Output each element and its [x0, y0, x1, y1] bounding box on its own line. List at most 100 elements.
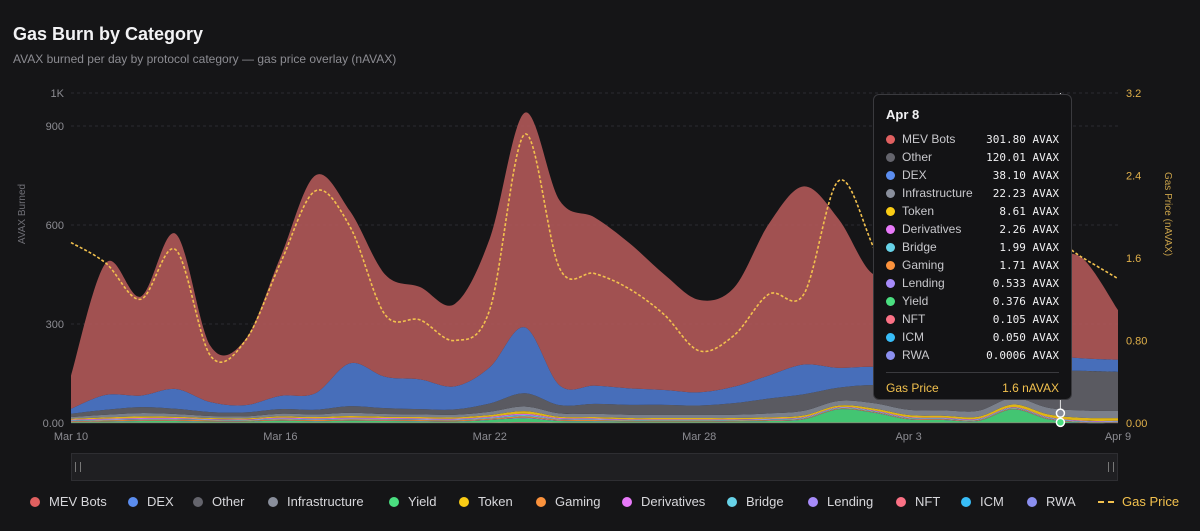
area-derivatives[interactable] [71, 406, 1118, 422]
legend-label: Gas Price [1122, 494, 1180, 509]
tooltip-series-value: 0.105 AVAX [992, 312, 1059, 326]
legend-label: NFT [915, 494, 941, 509]
legend-swatch [1098, 500, 1114, 503]
legend-label: Token [478, 494, 513, 509]
area-infrastructure[interactable] [71, 397, 1118, 419]
tooltip-series-name: Token [902, 204, 935, 218]
tooltip-row: Derivatives 2.26 AVAX [886, 220, 1059, 238]
tooltip-gas-value: 1.6 nAVAX [1002, 381, 1059, 395]
chart-subtitle: AVAX burned per day by protocol category… [13, 52, 397, 66]
legend-item-mev-bots[interactable]: MEV Bots [30, 494, 107, 509]
tooltip-series-value: 2.26 AVAX [999, 222, 1059, 236]
tooltip-series-name: Gaming [902, 258, 945, 272]
legend-item-bridge[interactable]: Bridge [727, 494, 784, 509]
legend-swatch [896, 496, 906, 507]
tooltip-series-value: 0.376 AVAX [992, 294, 1059, 308]
tooltip-series-name: Bridge [902, 240, 937, 254]
tooltip-row: DEX 38.10 AVAX [886, 166, 1059, 184]
legend-item-lending[interactable]: Lending [808, 494, 873, 509]
tooltip-gas-label: Gas Price [886, 381, 939, 395]
legend-item-dex[interactable]: DEX [128, 494, 174, 509]
x-tick-label: Mar 16 [263, 431, 297, 443]
legend-swatch [389, 496, 399, 507]
x-tick-label: Mar 10 [54, 431, 88, 443]
y2-axis-label: Gas Price (nAVAX) [1162, 172, 1173, 256]
tooltip-series-value: 1.99 AVAX [999, 240, 1059, 254]
legend-label: MEV Bots [49, 494, 107, 509]
x-tick-label: Mar 22 [473, 431, 507, 443]
y-tick-label: 900 [46, 121, 64, 133]
tooltip-series-value: 0.0006 AVAX [986, 348, 1059, 362]
area-token[interactable] [71, 404, 1118, 421]
legend-item-icm[interactable]: ICM [961, 494, 1004, 509]
legend-swatch [268, 496, 278, 507]
tooltip-swatch [886, 296, 895, 306]
tooltip-row: RWA 0.0006 AVAX [886, 346, 1059, 364]
x-tick-label: Apr 3 [895, 431, 921, 443]
tooltip-swatch [886, 206, 895, 216]
tooltip-series-value: 301.80 AVAX [986, 132, 1059, 146]
tooltip-series-value: 120.01 AVAX [986, 150, 1059, 164]
legend-item-yield[interactable]: Yield [389, 494, 436, 509]
legend-item-gaming[interactable]: Gaming [536, 494, 601, 509]
chart-title: Gas Burn by Category [13, 24, 204, 44]
tooltip-row: Yield 0.376 AVAX [886, 292, 1059, 310]
legend-label: DEX [147, 494, 174, 509]
tooltip-swatch [886, 314, 895, 324]
range-handle-right[interactable] [1108, 462, 1114, 472]
legend-label: Bridge [746, 494, 784, 509]
tooltip-row: ICM 0.050 AVAX [886, 328, 1059, 346]
y-tick-label: 300 [46, 319, 64, 331]
tooltip-series-value: 1.71 AVAX [999, 258, 1059, 272]
tooltip-swatch [886, 170, 895, 180]
legend-label: Lending [827, 494, 874, 509]
tooltip-series-name: Other [902, 150, 933, 164]
y2-tick-label: 3.2 [1126, 88, 1141, 100]
area-dex[interactable] [71, 327, 1118, 414]
legend-swatch [808, 496, 818, 507]
legend-item-nft[interactable]: NFT [896, 494, 940, 509]
y2-tick-label: 0.00 [1126, 418, 1147, 430]
range-scrollbar[interactable] [71, 453, 1118, 481]
tooltip-series-name: RWA [902, 348, 930, 362]
y-axis-label: AVAX Burned [17, 184, 28, 244]
tooltip-series-name: Yield [902, 294, 929, 308]
area-nft[interactable] [71, 422, 1118, 423]
tooltip-row: Other 120.01 AVAX [886, 148, 1059, 166]
tooltip-series-value: 22.23 AVAX [992, 186, 1059, 200]
tooltip-series-value: 0.050 AVAX [992, 330, 1059, 344]
legend-item-infrastructure[interactable]: Infrastructure [268, 494, 364, 509]
legend-swatch [727, 496, 737, 507]
tooltip-swatch [886, 242, 895, 252]
legend-item-other[interactable]: Other [193, 494, 245, 509]
legend-item-gas-price[interactable]: Gas Price [1098, 494, 1179, 509]
area-mev-bots[interactable] [71, 112, 1118, 409]
legend-label: ICM [980, 494, 1004, 509]
x-tick-label: Mar 28 [682, 431, 716, 443]
legend-item-rwa[interactable]: RWA [1027, 494, 1076, 509]
area-bridge[interactable] [71, 407, 1118, 423]
hover-marker [1055, 408, 1066, 418]
tooltip-row: Bridge 1.99 AVAX [886, 238, 1059, 256]
legend-label: Infrastructure [287, 494, 364, 509]
legend-swatch [622, 496, 632, 507]
tooltip-series-name: ICM [902, 330, 924, 344]
legend-swatch [459, 496, 469, 507]
legend-swatch [193, 496, 203, 507]
tooltip-series-name: Infrastructure [902, 186, 973, 200]
area-yield[interactable] [71, 409, 1118, 424]
tooltip-swatch [886, 350, 895, 360]
tooltip-series-name: Lending [902, 276, 945, 290]
legend-item-derivatives[interactable]: Derivatives [622, 494, 705, 509]
tooltip-swatch [886, 224, 895, 234]
legend-swatch [1027, 496, 1037, 507]
tooltip-series-value: 38.10 AVAX [992, 168, 1059, 182]
tooltip-swatch [886, 260, 895, 270]
tooltip-series-name: NFT [902, 312, 926, 326]
tooltip-row: Lending 0.533 AVAX [886, 274, 1059, 292]
y-tick-label: 0.00 [43, 418, 64, 430]
tooltip-swatch [886, 152, 895, 162]
tooltip-row: Token 8.61 AVAX [886, 202, 1059, 220]
legend-item-token[interactable]: Token [459, 494, 513, 509]
range-handle-left[interactable] [75, 462, 81, 472]
